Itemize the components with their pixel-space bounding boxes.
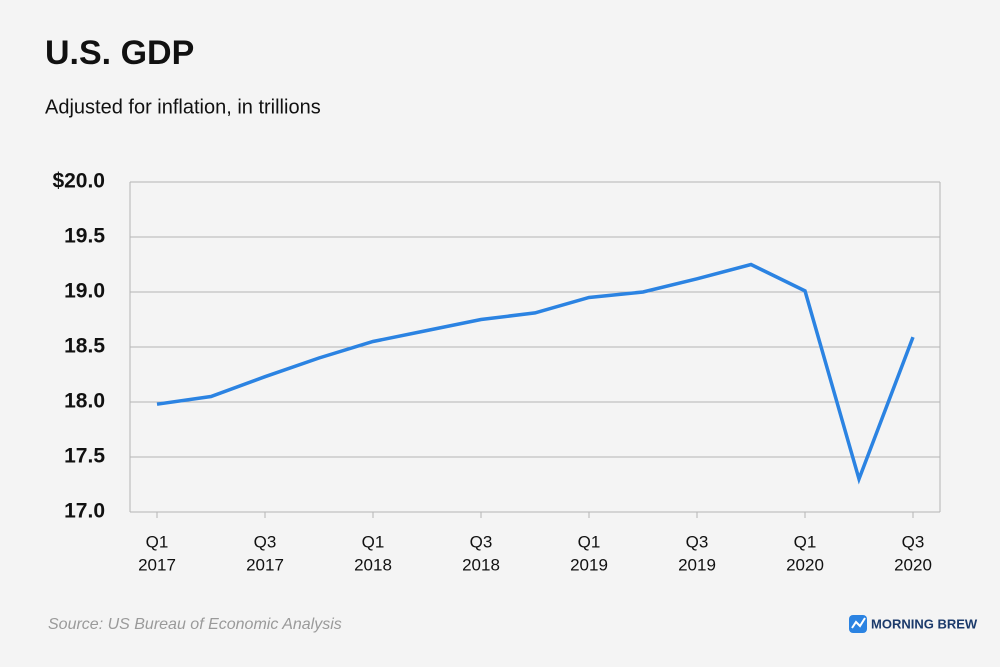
x-tick-label: 2020 — [894, 555, 932, 574]
x-tick-label: Q3 — [686, 532, 709, 551]
x-tick-label: 2020 — [786, 555, 824, 574]
x-tick-label: Q3 — [470, 532, 493, 551]
source-note: Source: US Bureau of Economic Analysis — [48, 616, 342, 633]
x-tick-label: 2018 — [354, 555, 392, 574]
chart-title: U.S. GDP — [45, 34, 194, 72]
x-tick-label: 2018 — [462, 555, 500, 574]
x-tick-label: 2017 — [138, 555, 176, 574]
data-line — [156, 262, 915, 485]
x-tick-label: Q1 — [794, 532, 817, 551]
x-tick-label: Q3 — [902, 532, 925, 551]
x-tick-label: Q1 — [362, 532, 385, 551]
y-tick-label: 19.0 — [64, 280, 105, 303]
y-tick-label: 18.5 — [64, 335, 105, 358]
x-tick-label: Q3 — [254, 532, 277, 551]
y-tick-label: 17.5 — [64, 445, 105, 468]
y-tick-label: 19.5 — [64, 225, 105, 248]
x-tick-label: 2017 — [246, 555, 284, 574]
x-tick-label: 2019 — [570, 555, 608, 574]
chart-subtitle: Adjusted for inflation, in trillions — [45, 96, 321, 118]
y-tick-label: $20.0 — [52, 170, 105, 193]
x-tick-label: 2019 — [678, 555, 716, 574]
brand-logo: MORNING BREW — [849, 615, 978, 633]
y-tick-label: 17.0 — [64, 500, 105, 523]
logo-icon-line — [851, 617, 866, 629]
x-tick-label: Q1 — [578, 532, 601, 551]
x-tick-label: Q1 — [146, 532, 169, 551]
brand-name: MORNING BREW — [871, 616, 978, 631]
y-tick-label: 18.0 — [64, 390, 105, 413]
